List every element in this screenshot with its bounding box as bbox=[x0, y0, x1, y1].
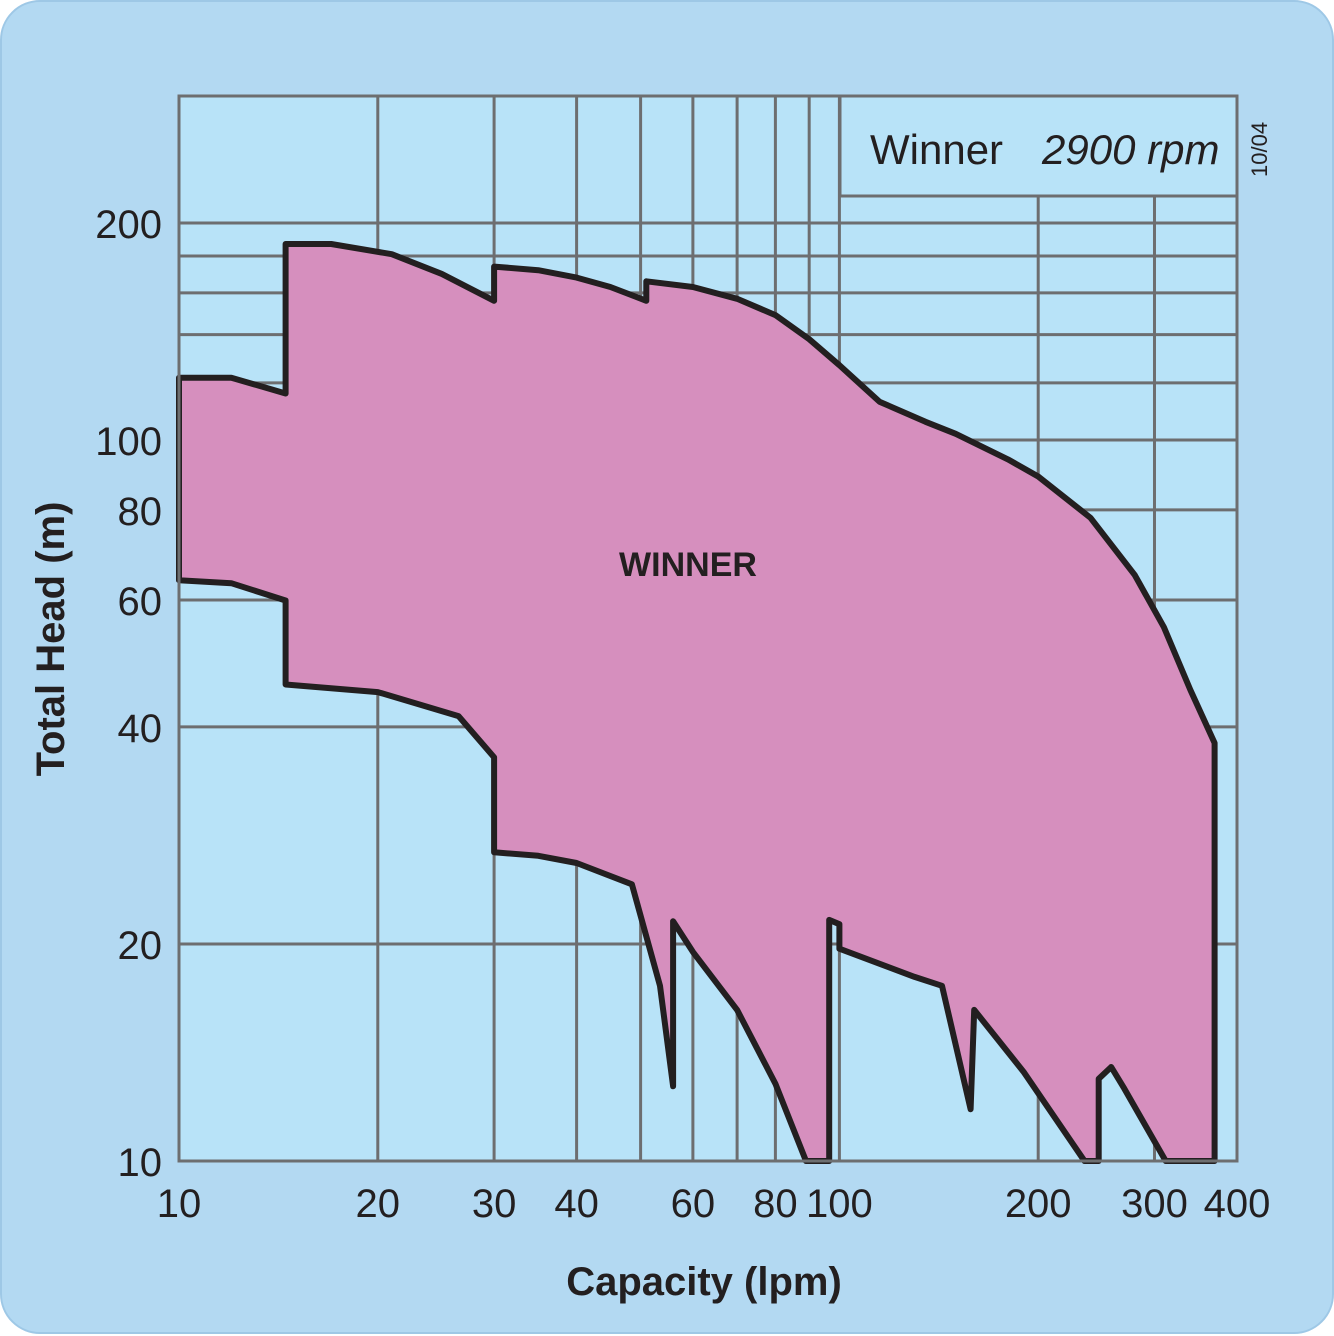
plot-frame bbox=[177, 94, 1239, 1163]
x-tick-label: 10 bbox=[157, 1182, 202, 1226]
x-tick-label: 20 bbox=[356, 1182, 401, 1226]
x-tick-label: 60 bbox=[671, 1182, 716, 1226]
x-tick-label: 200 bbox=[1005, 1182, 1072, 1226]
model-name: Winner bbox=[870, 126, 1003, 173]
y-tick-label: 100 bbox=[95, 420, 162, 464]
y-tick-label: 200 bbox=[95, 203, 162, 247]
y-axis-title: Total Head (m) bbox=[29, 502, 73, 777]
y-tick-labels: 10 20 40 60 80 100 200 bbox=[95, 203, 162, 1185]
x-tick-labels: 10 20 30 40 60 80 100 200 300 400 bbox=[157, 1182, 1271, 1226]
winner-region bbox=[176, 241, 1218, 1164]
y-tick-label: 40 bbox=[118, 707, 163, 751]
x-tick-label: 100 bbox=[806, 1182, 873, 1226]
speed-label: 2900 rpm bbox=[1041, 126, 1219, 173]
y-tick-label: 80 bbox=[118, 490, 163, 534]
y-tick-label: 20 bbox=[118, 924, 163, 968]
x-tick-label: 300 bbox=[1121, 1182, 1188, 1226]
x-tick-label: 400 bbox=[1204, 1182, 1271, 1226]
x-tick-label: 40 bbox=[554, 1182, 599, 1226]
x-tick-label: 80 bbox=[753, 1182, 798, 1226]
y-tick-label: 60 bbox=[118, 580, 163, 624]
x-tick-label: 30 bbox=[472, 1182, 517, 1226]
date-code: 10/04 bbox=[1247, 122, 1272, 177]
region-label: WINNER bbox=[619, 546, 757, 584]
y-tick-label: 10 bbox=[118, 1141, 163, 1185]
x-axis-title: Capacity (lpm) bbox=[566, 1260, 842, 1304]
